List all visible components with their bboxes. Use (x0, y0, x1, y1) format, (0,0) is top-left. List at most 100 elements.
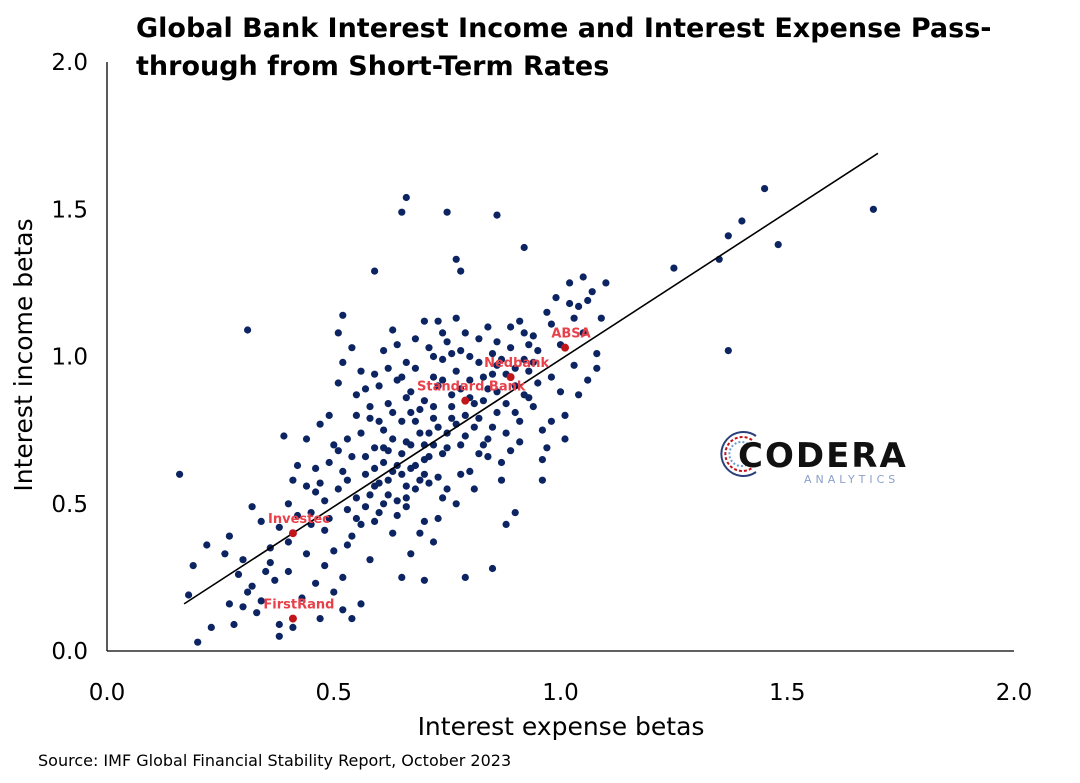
data-point (411, 417, 419, 425)
data-point (321, 526, 329, 534)
data-point (425, 344, 433, 352)
data-point (597, 314, 605, 322)
data-point (398, 470, 406, 478)
data-point (321, 497, 329, 505)
data-point (371, 517, 379, 526)
data-point (207, 623, 215, 632)
data-point (439, 376, 447, 384)
data-point (348, 344, 356, 352)
data-point (284, 500, 292, 508)
data-point (194, 638, 202, 646)
chart-title: Global Bank Interest Income and Interest… (136, 13, 992, 82)
data-point (230, 620, 238, 629)
data-point (343, 476, 351, 484)
data-point (389, 326, 397, 334)
data-point (434, 514, 442, 523)
data-point (361, 503, 370, 511)
data-point (352, 411, 360, 419)
data-point (393, 497, 401, 505)
highlight-point (561, 343, 570, 352)
highlight-point (461, 396, 470, 405)
data-point (457, 470, 465, 478)
data-point (466, 467, 474, 475)
data-point (398, 373, 406, 381)
data-point (439, 329, 447, 337)
highlight-label: FirstRand (263, 598, 334, 613)
data-point (366, 403, 374, 411)
data-point (566, 279, 574, 287)
data-point (284, 567, 292, 576)
data-point (439, 355, 447, 363)
highlight-label: Investec (268, 512, 330, 527)
data-point (429, 403, 438, 411)
data-point (525, 367, 533, 375)
data-point (384, 491, 392, 499)
data-point (502, 429, 510, 437)
data-point (257, 517, 265, 526)
data-point (425, 479, 433, 487)
data-point (529, 403, 537, 411)
data-point (244, 588, 252, 596)
data-point (352, 494, 360, 502)
data-point (266, 559, 274, 567)
trend-line (183, 152, 879, 605)
data-point (361, 453, 370, 461)
data-point (339, 467, 347, 475)
data-point (479, 373, 487, 381)
data-point (556, 388, 565, 396)
data-point (357, 367, 365, 375)
data-point (339, 606, 347, 614)
data-point (724, 347, 732, 355)
data-point (593, 350, 601, 358)
data-point (452, 314, 460, 322)
data-point (307, 508, 315, 517)
data-point (343, 506, 351, 514)
data-point (511, 508, 519, 517)
data-point (302, 482, 311, 490)
data-point (384, 476, 392, 484)
y-tick-label: 1.5 (51, 197, 88, 223)
data-point (221, 550, 229, 558)
data-point (497, 458, 506, 467)
data-point (398, 450, 406, 458)
data-point (234, 570, 243, 579)
data-point (484, 385, 492, 393)
data-point (248, 582, 256, 590)
data-point (520, 391, 528, 399)
data-point (361, 470, 370, 478)
data-point (398, 417, 406, 425)
data-point (334, 329, 342, 337)
data-point (457, 441, 465, 449)
data-point (384, 447, 392, 455)
data-point (457, 347, 465, 355)
data-point (511, 364, 519, 372)
highlight-point (288, 529, 297, 538)
data-point (520, 355, 528, 363)
data-point (570, 314, 578, 322)
data-point (452, 367, 460, 375)
data-point (185, 591, 193, 599)
data-point (420, 397, 428, 405)
data-point (402, 494, 410, 502)
data-point (176, 470, 184, 478)
data-point (470, 423, 478, 431)
data-point (429, 373, 438, 381)
data-point (493, 388, 501, 396)
data-point (561, 411, 569, 419)
data-point (448, 391, 456, 399)
data-point (357, 600, 365, 608)
data-point (461, 432, 469, 440)
data-point (520, 243, 528, 252)
data-point (189, 562, 197, 570)
data-point (366, 414, 374, 422)
data-point (724, 232, 732, 240)
data-point (497, 476, 506, 484)
data-point (566, 299, 574, 308)
data-point (330, 588, 338, 596)
data-point (443, 485, 451, 493)
data-point (502, 520, 510, 529)
data-point (588, 288, 596, 296)
data-point (507, 323, 515, 331)
data-point (289, 623, 297, 632)
